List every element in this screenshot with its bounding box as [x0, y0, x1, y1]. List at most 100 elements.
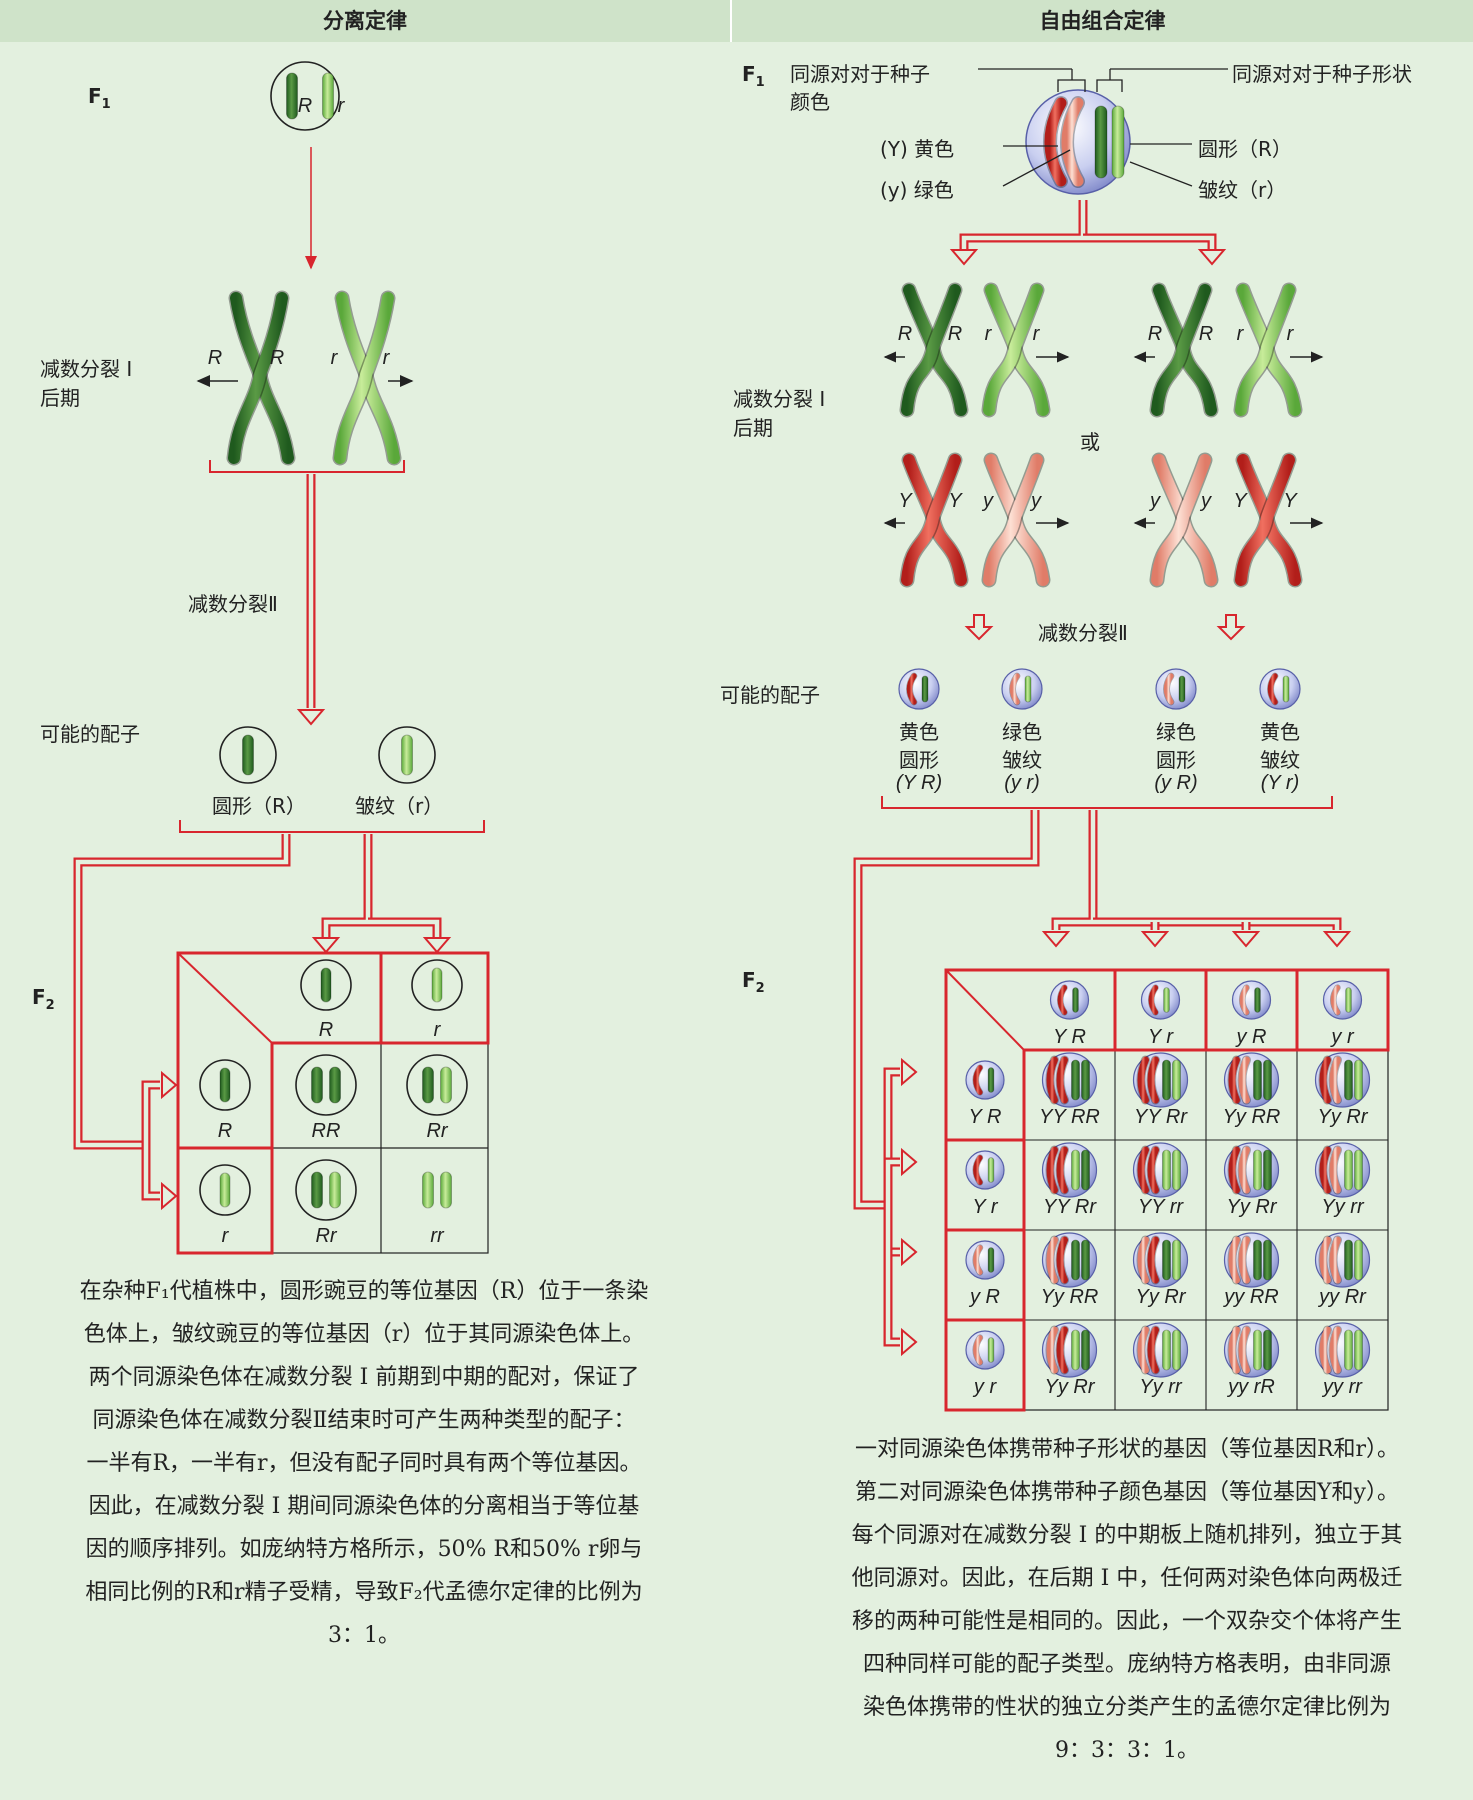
punnett2-chromosome	[1056, 1236, 1068, 1284]
gamete-label-2-l3: (y r)	[1004, 772, 1040, 794]
punnett2-top-cell-chrom-shape	[1072, 987, 1079, 1013]
punnett-top-cell	[300, 959, 352, 1011]
paragraph-line: 一半有R，一半有r，但没有配子同时具有两个等位基因。	[86, 1451, 642, 1476]
paragraph-line: 每个同源对在减数分裂 I 的中期板上随机排列，独立于其	[851, 1523, 1403, 1548]
punnett-top-chromosome	[431, 967, 443, 1003]
punnett2-chromosome	[1137, 1146, 1149, 1194]
f1-split-left	[959, 200, 1088, 250]
xchrom-Y	[1233, 452, 1303, 588]
punnett2-chromosome	[1162, 1149, 1171, 1191]
gamete-label-4-l3: (Y r)	[1260, 772, 1300, 794]
punnett2-side-cell-chrom-shape	[987, 1337, 995, 1363]
punnett2-genotype: Yy Rr	[1045, 1376, 1096, 1398]
punnett2-genotype: YY RR	[1039, 1106, 1100, 1128]
meiosis1-bracket	[209, 460, 405, 473]
right-f2-label: F2	[742, 968, 765, 996]
xchrom-R	[899, 282, 969, 418]
punnett2-genotype: YY Rr	[1134, 1106, 1188, 1128]
punnett2-chromosome	[1253, 1059, 1262, 1101]
left-meiosis1-label: 减数分裂 I	[40, 357, 133, 381]
gamete-yr-chrom-shape	[1024, 675, 1032, 703]
paragraph-line: 因的顺序排列。如庞纳特方格所示，50% R和50% r卵与	[85, 1537, 643, 1562]
paragraph-line: 因此，在减数分裂 I 期间同源染色体的分离相当于等位基	[88, 1494, 640, 1519]
gamete-label-4-l2: 皱纹	[1260, 748, 1300, 772]
f1-chromosome-r	[322, 72, 334, 120]
chromatid	[334, 292, 394, 464]
top-arrowhead	[1322, 931, 1352, 948]
punnett2-chromosome	[1137, 1056, 1149, 1104]
gamete-chromosome-R	[242, 734, 254, 776]
punnett2-chromosome	[1147, 1236, 1159, 1284]
punnett2-chromosome	[1172, 1059, 1181, 1101]
punnett2-side-cell-chrom-shape	[987, 1067, 995, 1093]
punnett2-top-cell-chrom-color	[1148, 985, 1159, 1015]
allele-label: R	[270, 347, 284, 369]
punnett-diagonal	[177, 952, 273, 1044]
punnett2-chromosome	[1253, 1149, 1262, 1191]
punnett2-chromosome	[1238, 1326, 1250, 1374]
gamete-YR	[898, 668, 940, 710]
punnett2-chromosome	[1137, 1236, 1149, 1284]
paragraph-line: 染色体携带的性状的独立分类产生的孟德尔定律比例为	[862, 1695, 1391, 1720]
punnett2-chromosome	[1319, 1326, 1331, 1374]
top-arrowhead	[1041, 931, 1071, 948]
punnett2-genotype: yy RR	[1222, 1286, 1278, 1308]
punnett2-chromosome	[1228, 1146, 1240, 1194]
punnett-chromosome	[440, 1066, 452, 1104]
chromatid	[983, 454, 1043, 586]
allele-label: y	[1199, 490, 1212, 512]
gamete-cell-R	[219, 726, 277, 784]
punnett-cell	[295, 1159, 357, 1221]
punnett2-side-cell	[965, 1240, 1005, 1280]
xchrom-y	[981, 452, 1051, 588]
punnett2-chromosome	[1162, 1239, 1171, 1281]
punnett2-diagonal	[945, 969, 1025, 1051]
punnett-chromosome	[440, 1171, 452, 1209]
punnett2-chromosome	[1263, 1059, 1272, 1101]
left-gametes-label: 可能的配子	[40, 722, 140, 746]
punnett2-chromosome	[1319, 1056, 1331, 1104]
gamete-label-1-l1: 黄色	[899, 720, 939, 744]
f1-chromosome-Y	[1044, 97, 1067, 187]
punnett2-chromosome	[1081, 1239, 1090, 1281]
right-gametes-label: 可能的配子	[720, 683, 820, 707]
punnett2-side-cell	[965, 1060, 1005, 1100]
punnett-chromosome	[311, 1171, 323, 1209]
side-arrowhead	[901, 1327, 918, 1357]
split-arrowhead-right	[1197, 249, 1227, 266]
punnett2-red-frame	[944, 968, 1390, 1412]
right-path-top-a	[1051, 810, 1098, 930]
side-arrowhead-1	[161, 1070, 178, 1100]
allele-label: y	[1029, 490, 1042, 512]
punnett2-chromosome	[1172, 1149, 1181, 1191]
allele-label: Y	[1283, 490, 1298, 512]
punnett2-chromosome	[1162, 1059, 1171, 1101]
allele-label: R	[1148, 323, 1162, 345]
punnett2-chromosome	[1071, 1149, 1080, 1191]
f1-split-right-inner	[1083, 235, 1215, 250]
xchrom-R	[1149, 282, 1219, 418]
punnett2-side-cell-chrom-color	[973, 1155, 983, 1185]
punnett2-genotype: yy rr	[1321, 1376, 1363, 1398]
punnett2-genotype: Yy RR	[1223, 1106, 1281, 1128]
allele-label: y	[1148, 490, 1161, 512]
paragraph-line: 移的两种可能性是相同的。因此，一个双杂交个体将产生	[851, 1609, 1402, 1634]
xchrom-r	[1233, 282, 1303, 418]
allele-label: R	[1199, 323, 1213, 345]
punnett-side-label: R	[218, 1120, 232, 1142]
allele-label: Y	[1233, 490, 1248, 512]
gamete-label-3-l1: 绿色	[1156, 720, 1196, 744]
punnett2-chromosome	[1344, 1149, 1353, 1191]
punnett-side-chromosome	[219, 1067, 231, 1103]
side-arrowhead	[901, 1237, 918, 1267]
allele-label: r	[985, 323, 993, 345]
chromatid	[1151, 284, 1211, 416]
punnett2-top-cell-chrom-color	[1239, 985, 1250, 1015]
punnett2-chromosome	[1046, 1146, 1058, 1194]
punnett-genotype: RR	[312, 1120, 341, 1142]
punnett2-top-cell-chrom-color	[1057, 985, 1068, 1015]
right-f1-label: F1	[742, 62, 765, 90]
meiosis2-arrowhead	[296, 709, 326, 726]
left-path-top-2-inner	[368, 919, 440, 940]
